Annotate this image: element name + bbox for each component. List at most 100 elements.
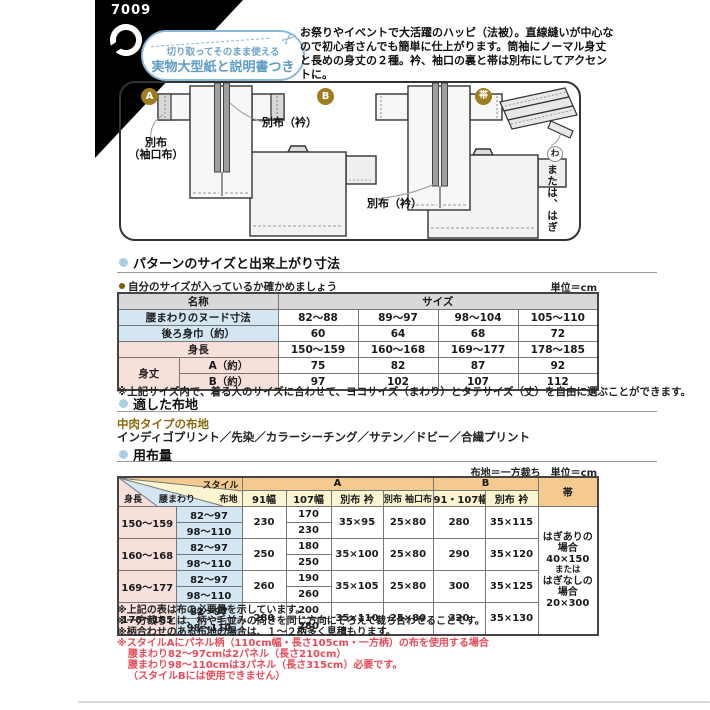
obi-line: 20×300 [546, 597, 590, 609]
obi-line: はぎなしの場合 [542, 575, 593, 598]
length-b-label: B（約） [178, 373, 279, 391]
section-bullet-icon [119, 258, 128, 267]
col-b-width-header: 91・107幅 [432, 489, 486, 507]
sub-bullet-icon [119, 283, 125, 289]
yardage-note-red: ※スタイルAにパネル柄（110cm幅・長さ105cm・一方柄）の布を使用する場合 [117, 638, 489, 649]
size-value: 92 [517, 357, 599, 374]
fabric-type-items: インディゴプリント／先染／カラーシーチング／サテン／ドビー／合繊プリント [117, 430, 530, 444]
obi-yardage-cell: はぎありの場合 40×150 または はぎなしの場合 20×300 [537, 505, 599, 635]
waist-cell: 82～97 [175, 569, 243, 587]
size-value: 64 [357, 325, 439, 342]
waist-row-label: 腰まわりのヌード寸法 [117, 309, 279, 326]
cuff-callout-line1: 別布 [145, 136, 167, 149]
section-bullet-icon [119, 399, 128, 408]
size-section-title: パターンのサイズと出来上がり寸法 [133, 257, 340, 272]
size-table-header-row: 名称 サイズ [117, 292, 599, 310]
yardage-row: 98～110 280 [118, 617, 598, 635]
w91-cell: 250 [241, 537, 287, 571]
size-table-note: ※上記サイズ内で、着る人のサイズに合わせて、ヨコサイズ（まわり）とタテサイズ（丈… [117, 386, 691, 398]
waist-cell: 98～110 [175, 553, 243, 571]
yardage-col-header-row: 91幅 107幅 別布 衿 別布 袖口布 91・107幅 別布 衿 [118, 489, 598, 507]
size-table: 名称 サイズ 腰まわりのヌード寸法 82～88 89～97 98～104 105… [117, 292, 599, 391]
w107-cell: 200 [285, 601, 332, 619]
collar-cell: 35×110 [330, 601, 384, 635]
size-value: 75 [277, 357, 359, 374]
size-section-subtitle: 自分のサイズが入っているか確かめましょう [119, 279, 337, 294]
size-subtitle-text: 自分のサイズが入っているか確かめましょう [128, 281, 338, 293]
diag-fabric-label: 布地 [219, 494, 238, 505]
col-cuff-header: 別布 袖口布 [382, 489, 434, 507]
size-value: 107 [437, 373, 519, 391]
yardage-row: 178～185 82～97 280 200 35×110 25×80 320 3… [117, 601, 598, 635]
yardage-unit-label: 布地＝一方裁ち 単位＝cm [470, 468, 597, 479]
size-value: 82～88 [277, 309, 359, 326]
col-b-collar-header: 別布 衿 [484, 489, 539, 507]
group-obi-header: 帯 [537, 476, 599, 507]
obi-line: はぎありの場合 [542, 531, 593, 554]
diag-height-label: 身長 [124, 494, 143, 505]
b-collar-cell: 35×130 [484, 601, 539, 635]
yardage-note-red: （スタイルBには使用できません） [128, 671, 286, 682]
size-value: 178～185 [517, 341, 599, 358]
b-collar-cell: 35×115 [484, 505, 539, 539]
size-value: 98～104 [437, 309, 519, 326]
yardage-note: ※上記の表は布の必要量を示しています。 [117, 605, 306, 616]
yardage-row: 169～177 82～97 260 190 35×105 25×80 300 3… [117, 569, 598, 603]
happi-illustration [150, 82, 578, 239]
height-row-label: 身長 [117, 341, 279, 358]
group-a-header: A [241, 476, 434, 491]
suited-section-title: 適した布地 [133, 398, 199, 413]
collar-b-callout-label: 別布（衿） [367, 197, 422, 210]
size-value: 87 [437, 357, 519, 374]
diagonal-header-cell: スタイル 布地 腰まわり 身長 [117, 476, 243, 507]
height-cell: 169～177 [117, 569, 177, 603]
obi-line: 40×150 [546, 553, 590, 565]
intro-text: お祭りやイベントで大活躍のハッピ（法被）。直線縫いが中心なので初心者さんでも簡単… [300, 26, 614, 81]
size-value: 160～168 [357, 341, 439, 358]
waist-cell: 82～97 [175, 505, 243, 523]
col-91-header: 91幅 [241, 489, 287, 507]
section-bullet-icon [119, 450, 128, 459]
w91-cell: 260 [241, 569, 287, 603]
diag-style-label: スタイル [202, 481, 239, 491]
diagram-box [119, 81, 581, 241]
yardage-note-red: 腰まわり98～110cmは3パネル（長さ315cm）必要です。 [128, 660, 403, 671]
w91-cell: 280 [241, 601, 287, 635]
col-collar-header: 別布 衿 [330, 489, 384, 507]
diagonal-lines [119, 478, 241, 505]
length-row-label: 身丈 [117, 357, 180, 391]
section-rule [117, 272, 657, 273]
style-a-badge: A [141, 88, 158, 105]
height-cell: 150～159 [117, 505, 177, 539]
col-size-header: サイズ [277, 292, 599, 310]
size-value: 97 [277, 373, 359, 391]
b-width-cell: 320 [432, 601, 486, 635]
waist-cell: 98～110 [175, 617, 243, 635]
w107-cell: 260 [285, 585, 332, 603]
length-a-row: 身丈 A（約） 75 82 87 92 [117, 357, 599, 391]
obi-line: または [554, 564, 581, 575]
w107-cell: 230 [285, 521, 332, 539]
size-value: 72 [517, 325, 599, 342]
size-value: 89～97 [357, 309, 439, 326]
collar-cell: 35×100 [330, 537, 384, 571]
section-rule [117, 411, 657, 412]
cuff-callout-label: 別布 （袖口布） [118, 137, 194, 161]
fabric-type-heading: 中肉タイプの布地 [117, 417, 209, 431]
yardage-section-title: 用布量 [133, 449, 173, 464]
yardage-group-header-row: スタイル 布地 腰まわり 身長 A B 帯 [117, 476, 599, 507]
obi-badge: 帯 [475, 88, 492, 105]
cuff-callout-line2: （袖口布） [128, 148, 184, 161]
back-width-row-label: 後ろ身巾（約） [117, 325, 279, 342]
height-row: 身長 150～159 160～168 169～177 178～185 [117, 341, 599, 358]
waist-row: 腰まわりのヌード寸法 82～88 89～97 98～104 105～110 [117, 309, 599, 326]
yardage-note: ※一方裁ちとは、柄や毛並みの向きを同じ方向にそろえて裁ち合わせることです。 [117, 616, 485, 627]
size-value: 60 [277, 325, 359, 342]
w107-cell: 170 [285, 505, 332, 523]
b-width-cell: 300 [432, 569, 486, 603]
yardage-row: 98～110 250 [118, 553, 598, 571]
back-width-row: 後ろ身巾（約） 60 64 68 72 [117, 325, 599, 342]
collar-a-callout-label: 別布（衿） [262, 116, 317, 129]
b-width-cell: 290 [432, 537, 486, 571]
